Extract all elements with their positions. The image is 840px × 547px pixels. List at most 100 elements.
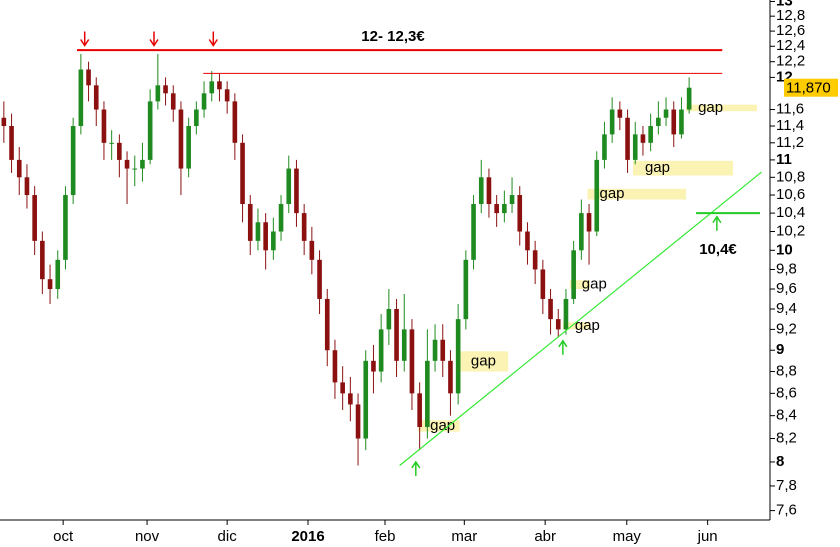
- arrow: [411, 460, 421, 476]
- arrow-head: [208, 39, 218, 47]
- y-tick-label: 10,6: [776, 186, 805, 203]
- x-tick-label: jun: [697, 528, 718, 545]
- candle-body: [609, 109, 615, 135]
- gap-box: [562, 322, 590, 330]
- y-tick-label: 10: [776, 241, 793, 258]
- arrow-head: [80, 39, 90, 47]
- x-tick-label: may: [613, 528, 642, 545]
- candle-body: [324, 298, 330, 351]
- candle-body: [332, 350, 338, 383]
- candle-body: [86, 69, 91, 86]
- candle-body: [440, 339, 446, 361]
- candle-body: [478, 177, 484, 205]
- candle-body: [548, 298, 553, 320]
- candle-body: [93, 85, 99, 110]
- candle-body: [425, 360, 430, 428]
- gap-box: [587, 188, 687, 200]
- candle-body: [540, 269, 546, 299]
- candle-body: [671, 109, 677, 135]
- candle-body: [555, 319, 561, 330]
- candle-body: [340, 382, 345, 394]
- price-marker: [784, 78, 838, 97]
- candle-body: [602, 134, 607, 160]
- candle-body: [502, 204, 507, 214]
- gap-label: gap: [471, 352, 496, 369]
- candle-body: [371, 360, 376, 372]
- gap-label: gap: [600, 185, 625, 202]
- x-tick-label: mar: [451, 528, 477, 545]
- candle-body: [378, 329, 384, 372]
- resistance-label: 12- 12,3€: [361, 28, 425, 45]
- candle-body: [147, 101, 153, 160]
- candle-body: [348, 393, 353, 405]
- y-tick-label: 10,2: [776, 222, 805, 239]
- candle-body: [201, 93, 207, 110]
- arrow: [558, 339, 568, 355]
- candle-body: [40, 240, 45, 280]
- candle-body: [286, 168, 292, 205]
- y-tick-label: 9,4: [776, 300, 797, 317]
- price-marker-label: 11,870: [786, 80, 831, 97]
- candle-body: [155, 85, 161, 102]
- candle-body: [625, 117, 630, 160]
- candle-body: [278, 204, 284, 232]
- candle-body: [1, 117, 7, 127]
- candle-body: [617, 109, 623, 118]
- candle-body: [178, 109, 184, 169]
- y-tick-label: 8,8: [776, 363, 797, 380]
- candle-body: [579, 213, 584, 251]
- candle-body: [170, 93, 176, 110]
- candle-body: [509, 195, 515, 205]
- arrow-head: [411, 460, 421, 469]
- candle-body: [656, 117, 661, 127]
- gap-box: [569, 280, 590, 290]
- y-tick-label: 12,4: [776, 37, 805, 54]
- candle-body: [494, 204, 499, 214]
- candle-body: [240, 142, 245, 205]
- x-tick-label: dic: [218, 528, 238, 545]
- candle-body: [594, 159, 600, 232]
- candle-body: [463, 259, 469, 320]
- x-tick-label: 2016: [291, 528, 324, 545]
- candle-body: [117, 142, 122, 160]
- x-tick-label: oct: [53, 528, 74, 545]
- gap-box: [418, 420, 460, 432]
- y-tick-label: 12,2: [776, 53, 805, 70]
- x-tick-label: feb: [375, 528, 396, 545]
- candle-body: [209, 81, 215, 94]
- candle-body: [140, 159, 145, 169]
- candle-body: [563, 298, 569, 330]
- support-label: 10,4€: [699, 241, 737, 258]
- x-tick-label: nov: [135, 528, 160, 545]
- candle-body: [32, 195, 37, 241]
- candle-body: [16, 159, 22, 178]
- candle-body: [109, 142, 114, 144]
- candle-body: [532, 250, 538, 270]
- gap-label: gap: [575, 317, 600, 334]
- candle-body: [63, 195, 68, 260]
- y-tick-label: 9: [776, 341, 784, 358]
- candle-body: [232, 101, 238, 143]
- arrow-head: [149, 39, 159, 47]
- candle-body: [525, 231, 530, 251]
- candle-body: [101, 109, 107, 143]
- candle-body: [47, 279, 53, 290]
- y-tick-label: 11,4: [776, 117, 804, 134]
- gap-box: [458, 351, 509, 372]
- candle-body: [640, 134, 646, 143]
- y-tick-label: 7,6: [776, 502, 797, 519]
- candle-body: [394, 308, 399, 361]
- x-tick-label: abr: [534, 528, 556, 545]
- y-tick-label: 10,4: [776, 204, 805, 221]
- y-tick-label: 11: [776, 151, 792, 168]
- y-tick-label: 9,6: [776, 280, 797, 297]
- arrow-head: [712, 215, 722, 224]
- candle-body: [217, 81, 222, 90]
- candle-body: [317, 259, 322, 299]
- candle-body: [432, 339, 438, 361]
- candle-body: [247, 204, 253, 241]
- y-tick-label: 8: [776, 453, 784, 470]
- candle-body: [679, 109, 684, 135]
- y-tick-label: 11,2: [776, 134, 804, 151]
- candle-body: [194, 109, 199, 127]
